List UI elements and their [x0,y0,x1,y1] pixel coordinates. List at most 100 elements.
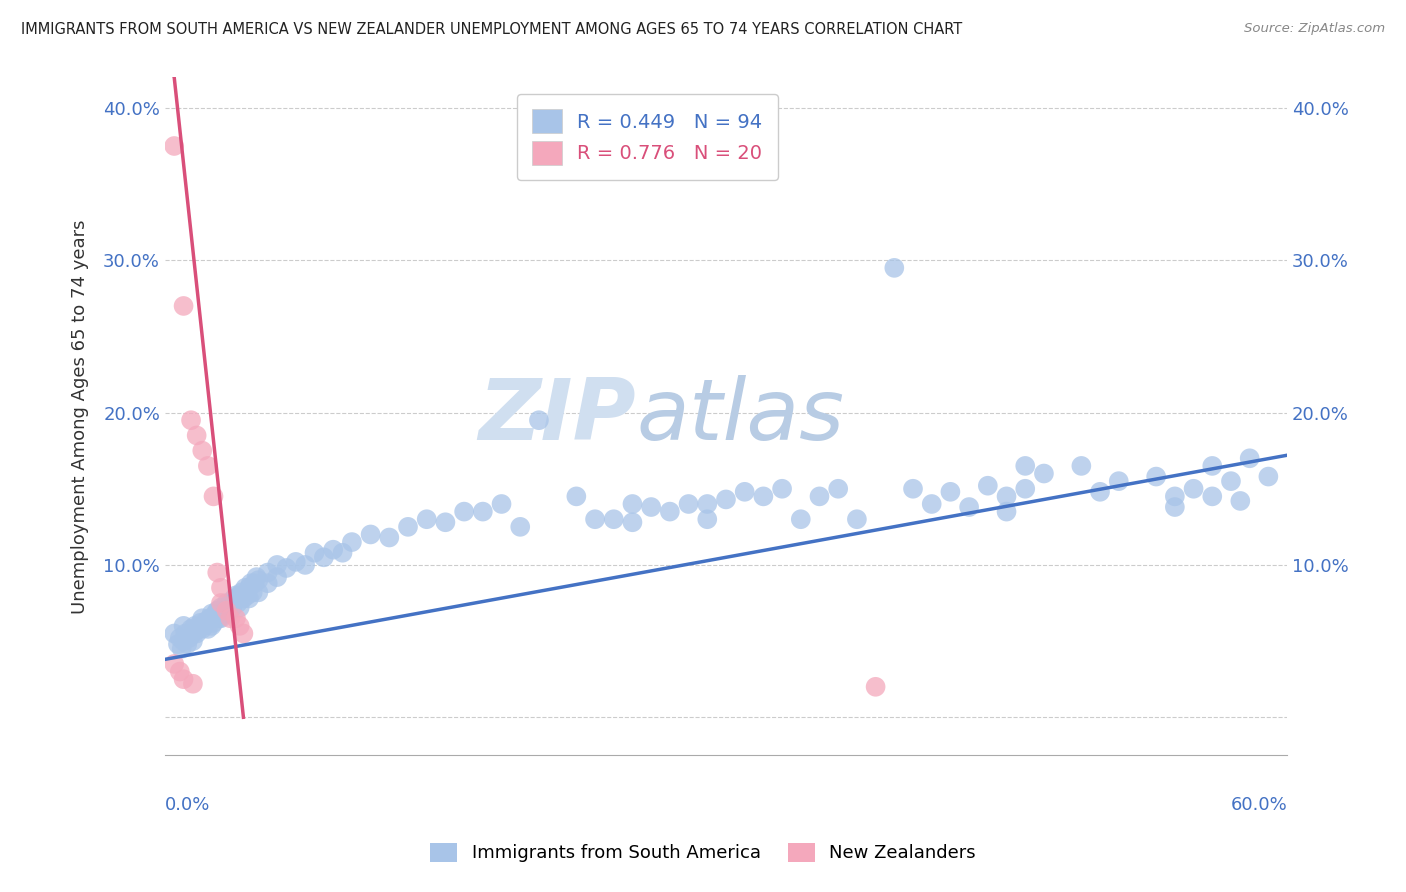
Point [640,500,662,514]
Point [214,604,236,618]
Point [195,615,218,629]
Point [1220,474,1243,488]
Point [208,611,231,625]
Point [1070,458,1092,473]
Text: 0.0%: 0.0% [165,796,211,814]
Legend: Immigrants from South America, New Zealanders: Immigrants from South America, New Zeala… [423,836,983,870]
Point [1032,467,1054,481]
Point [1201,458,1223,473]
Point [173,672,195,686]
Point [977,479,1000,493]
Point [565,489,588,503]
Point [322,542,344,557]
Point [233,581,256,595]
Point [170,641,193,656]
Point [1257,469,1279,483]
Point [696,512,718,526]
Point [678,497,700,511]
Point [378,531,401,545]
Point [238,581,260,595]
Point [995,505,1018,519]
Point [198,611,221,625]
Point [184,619,207,633]
Point [770,482,793,496]
Point [752,489,775,503]
Point [180,413,202,427]
Point [190,615,212,630]
Text: Source: ZipAtlas.com: Source: ZipAtlas.com [1244,22,1385,36]
Point [186,626,208,640]
Point [396,520,419,534]
Point [1014,458,1036,473]
Point [169,631,191,645]
Point [304,546,326,560]
Point [202,615,225,630]
Point [658,505,681,519]
Point [827,482,849,496]
Point [181,677,204,691]
Text: 60.0%: 60.0% [1230,796,1286,814]
Point [225,611,247,625]
Point [197,622,219,636]
Point [228,600,250,615]
Point [242,585,264,599]
Point [312,550,335,565]
Point [243,576,266,591]
Point [202,489,225,503]
Point [215,596,238,610]
Point [222,591,245,606]
Point [181,634,204,648]
Point [1164,500,1187,514]
Point [174,626,197,640]
Point [191,443,214,458]
Point [1164,489,1187,503]
Point [163,139,186,153]
Point [434,516,457,530]
Point [186,428,208,442]
Point [865,680,887,694]
Point [939,484,962,499]
Point [238,591,260,606]
Point [583,512,606,526]
Point [209,611,232,625]
Point [995,489,1018,503]
Point [621,497,644,511]
Point [284,555,307,569]
Point [191,611,214,625]
Point [1014,482,1036,496]
Point [217,607,239,621]
Point [236,588,259,602]
Point [621,516,644,530]
Point [207,604,229,618]
Point [180,622,202,636]
Point [1239,451,1261,466]
Point [471,505,494,519]
Point [714,492,737,507]
Point [204,607,226,621]
Point [163,626,186,640]
Point [696,497,718,511]
Point [191,622,214,636]
Text: ZIP: ZIP [478,375,636,458]
Point [245,570,267,584]
Point [173,299,195,313]
Point [169,665,191,679]
Point [209,600,232,615]
Point [197,458,219,473]
Point [221,600,243,615]
Point [228,588,250,602]
Point [734,484,756,499]
Point [332,546,354,560]
Point [808,489,831,503]
Point [187,622,209,636]
Y-axis label: Unemployment Among Ages 65 to 74 years: Unemployment Among Ages 65 to 74 years [72,219,89,614]
Point [1088,484,1111,499]
Point [211,607,233,621]
Point [176,637,198,651]
Text: IMMIGRANTS FROM SOUTH AMERICA VS NEW ZEALANDER UNEMPLOYMENT AMONG AGES 65 TO 74 : IMMIGRANTS FROM SOUTH AMERICA VS NEW ZEA… [21,22,962,37]
Legend: R = 0.449   N = 94, R = 0.776   N = 20: R = 0.449 N = 94, R = 0.776 N = 20 [517,94,778,180]
Point [239,576,262,591]
Point [1201,489,1223,503]
Point [207,566,229,580]
Point [167,637,190,651]
